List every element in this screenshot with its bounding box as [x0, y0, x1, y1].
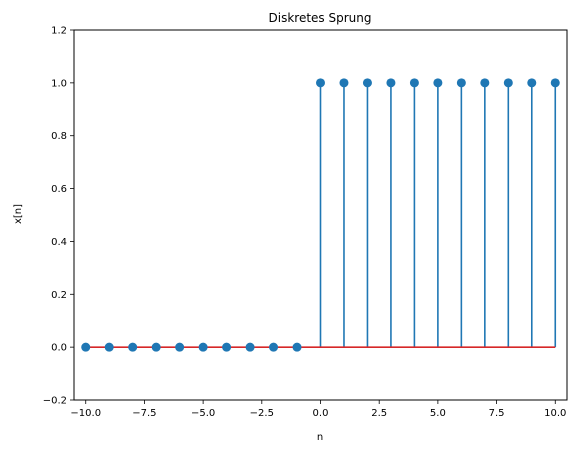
stem-marker: [81, 342, 91, 352]
x-tick-label: 0.0: [313, 408, 329, 419]
x-tick-label: 10.0: [544, 408, 566, 419]
y-tick-label: 1.0: [51, 78, 67, 89]
y-tick-label: 1.2: [51, 26, 67, 37]
stem-marker: [339, 78, 349, 88]
x-tick-label: 7.5: [489, 408, 505, 419]
stem-marker: [151, 342, 161, 352]
plot-area: [81, 78, 560, 352]
x-tick-label: 5.0: [430, 408, 446, 419]
stem-marker: [480, 78, 490, 88]
axis-ticks: −10.0 −7.5 −5.0 −2.5 0.0 2.5 5.0 7.5 10.0 −0.2 0.0…: [43, 26, 567, 420]
x-axis-label: n: [317, 432, 323, 443]
x-tick-label: −7.5: [132, 408, 156, 419]
x-tick-label: 2.5: [371, 408, 387, 419]
y-tick-label: 0.6: [51, 184, 67, 195]
stem-marker: [362, 78, 372, 88]
stem-marker: [433, 78, 443, 88]
stem-marker: [316, 78, 325, 88]
stem-marker: [456, 78, 466, 88]
chart-title: Diskretes Sprung: [269, 11, 372, 25]
stem-marker: [409, 78, 419, 88]
y-tick-label: 0.4: [51, 237, 67, 248]
stem-marker: [222, 342, 232, 352]
stem-marker: [269, 342, 279, 352]
stem-marker: [175, 342, 185, 352]
stem-marker: [292, 342, 302, 352]
x-tick-label: −5.0: [191, 408, 215, 419]
stem-marker: [503, 78, 513, 88]
stem-marker: [527, 78, 537, 88]
stem-marker: [386, 78, 396, 88]
y-tick-label: 0.0: [51, 343, 67, 354]
stem-marker: [198, 342, 208, 352]
y-axis-label: x[n]: [13, 204, 24, 224]
stem-marker: [245, 342, 255, 352]
stem-marker: [550, 78, 560, 88]
stem-marker: [104, 342, 114, 352]
x-tick-label: −10.0: [70, 408, 101, 419]
y-tick-label: −0.2: [43, 396, 67, 407]
y-tick-label: 0.2: [51, 290, 67, 301]
stem-marker: [128, 342, 138, 352]
y-tick-label: 0.8: [51, 131, 67, 142]
x-tick-label: −2.5: [250, 408, 274, 419]
